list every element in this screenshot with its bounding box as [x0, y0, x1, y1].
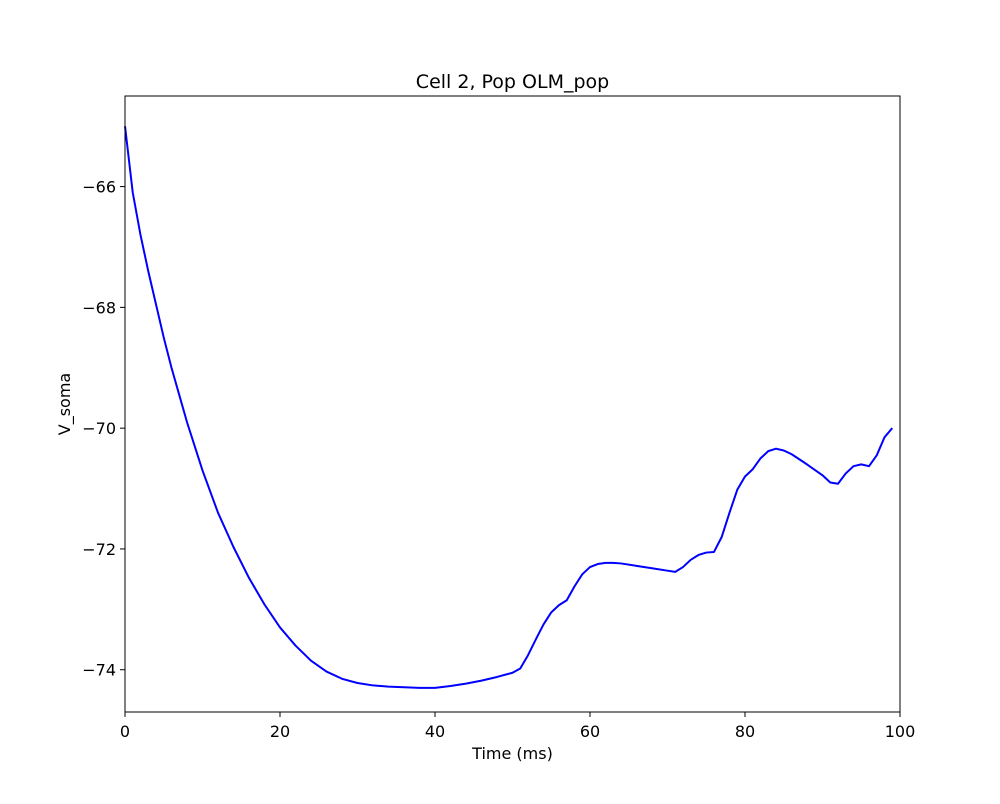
- y-axis-label: V_soma: [55, 373, 75, 435]
- y-tick-label: −68: [82, 298, 116, 317]
- x-tick-label: 40: [425, 722, 445, 741]
- chart-title: Cell 2, Pop OLM_pop: [416, 71, 609, 93]
- x-tick-label: 60: [580, 722, 600, 741]
- y-tick-label: −70: [82, 419, 116, 438]
- x-tick-label: 20: [270, 722, 290, 741]
- x-axis-label: Time (ms): [471, 744, 553, 763]
- x-tick-label: 80: [735, 722, 755, 741]
- x-tick-label: 0: [120, 722, 130, 741]
- y-tick-label: −74: [82, 661, 116, 680]
- y-tick-label: −72: [82, 540, 116, 559]
- plot-area-frame: [124, 95, 901, 713]
- y-tick-label: −66: [82, 178, 116, 197]
- series-line-0: [124, 126, 894, 689]
- x-tick-label: 100: [885, 722, 916, 741]
